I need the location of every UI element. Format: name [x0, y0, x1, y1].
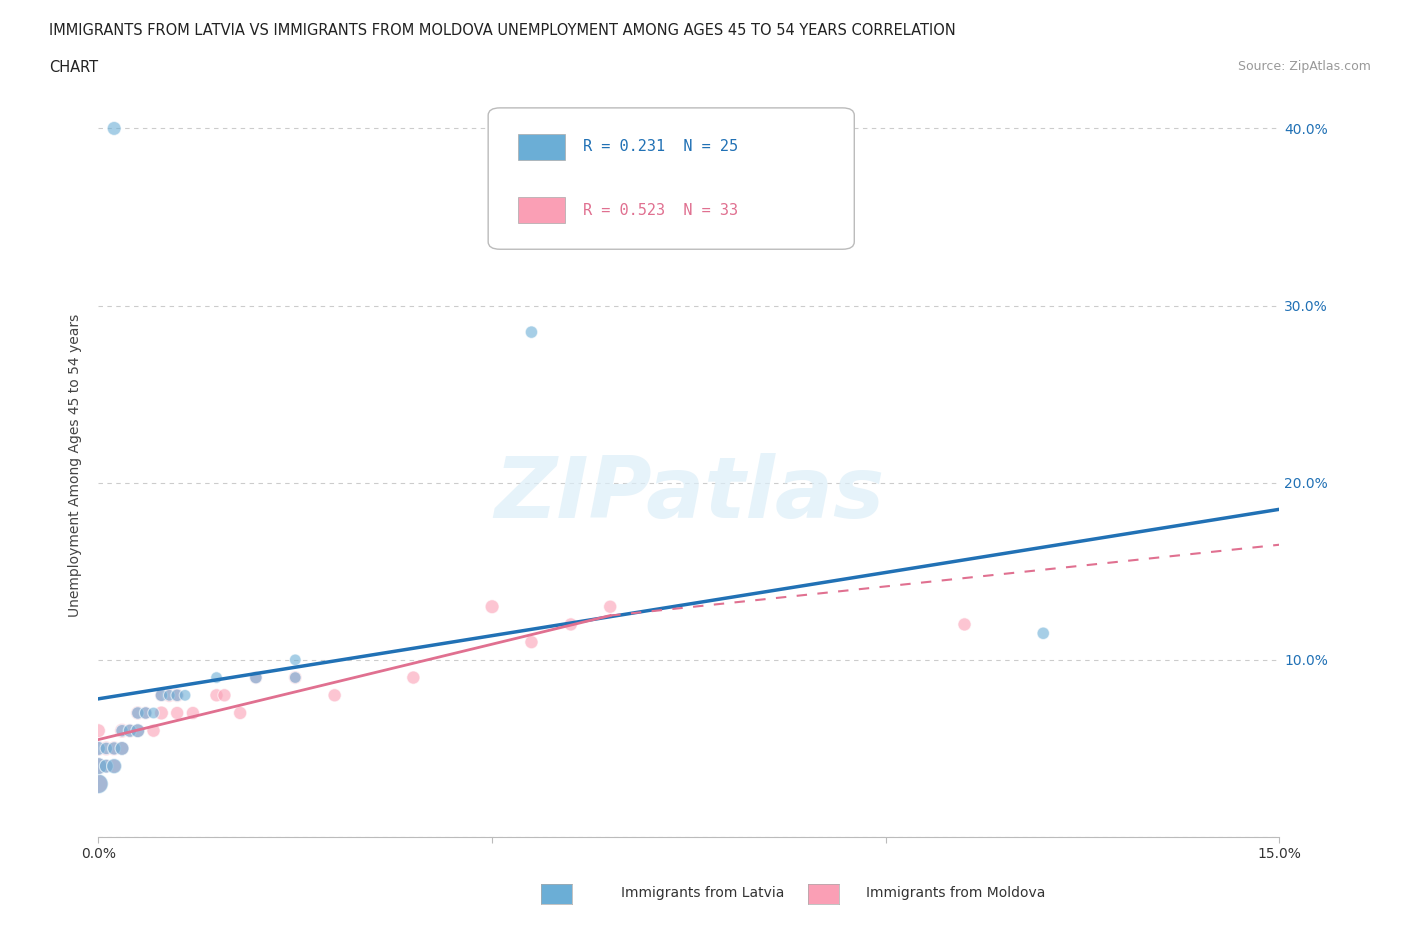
Point	[96, 741, 118, 756]
Point	[87, 777, 110, 791]
Text: R = 0.523  N = 33: R = 0.523 N = 33	[582, 203, 738, 218]
Point	[111, 741, 134, 756]
Point	[87, 759, 110, 774]
Point	[87, 777, 110, 791]
Point	[323, 688, 346, 703]
Point	[96, 759, 118, 774]
Point	[205, 671, 228, 685]
Text: Immigrants from Moldova: Immigrants from Moldova	[866, 885, 1046, 900]
FancyBboxPatch shape	[488, 108, 855, 249]
Point	[103, 121, 125, 136]
Point	[103, 759, 125, 774]
Point	[157, 688, 180, 703]
Point	[245, 671, 267, 685]
Text: Source: ZipAtlas.com: Source: ZipAtlas.com	[1237, 60, 1371, 73]
Point	[87, 724, 110, 738]
Point	[520, 634, 543, 649]
Point	[127, 706, 149, 721]
Point	[284, 671, 307, 685]
Point	[150, 706, 173, 721]
Point	[205, 688, 228, 703]
Point	[174, 688, 197, 703]
Point	[402, 671, 425, 685]
Point	[118, 724, 141, 738]
Point	[245, 671, 267, 685]
Point	[111, 724, 134, 738]
Point	[103, 741, 125, 756]
Point	[127, 706, 149, 721]
Point	[599, 599, 621, 614]
Point	[127, 724, 149, 738]
Point	[166, 688, 188, 703]
Point	[142, 724, 165, 738]
Point	[157, 688, 180, 703]
Point	[166, 706, 188, 721]
Point	[103, 759, 125, 774]
Point	[96, 759, 118, 774]
Point	[284, 671, 307, 685]
Point	[481, 599, 503, 614]
Point	[111, 741, 134, 756]
Text: CHART: CHART	[49, 60, 98, 75]
Text: IMMIGRANTS FROM LATVIA VS IMMIGRANTS FROM MOLDOVA UNEMPLOYMENT AMONG AGES 45 TO : IMMIGRANTS FROM LATVIA VS IMMIGRANTS FRO…	[49, 23, 956, 38]
Point	[150, 688, 173, 703]
Point	[166, 688, 188, 703]
Point	[181, 706, 204, 721]
Point	[142, 706, 165, 721]
Bar	[517, 197, 565, 223]
Point	[150, 688, 173, 703]
Point	[87, 741, 110, 756]
Point	[118, 724, 141, 738]
Text: R = 0.231  N = 25: R = 0.231 N = 25	[582, 140, 738, 154]
Text: Immigrants from Latvia: Immigrants from Latvia	[621, 885, 785, 900]
Y-axis label: Unemployment Among Ages 45 to 54 years: Unemployment Among Ages 45 to 54 years	[69, 313, 83, 617]
Point	[135, 706, 157, 721]
Point	[284, 653, 307, 668]
Point	[103, 741, 125, 756]
Point	[1032, 626, 1054, 641]
Point	[96, 741, 118, 756]
Point	[87, 759, 110, 774]
Point	[135, 706, 157, 721]
Point	[520, 325, 543, 339]
Text: ZIPatlas: ZIPatlas	[494, 453, 884, 537]
Point	[111, 724, 134, 738]
Point	[127, 724, 149, 738]
Point	[560, 617, 582, 631]
Point	[229, 706, 252, 721]
Point	[214, 688, 236, 703]
Bar	[517, 134, 565, 160]
Point	[953, 617, 976, 631]
Point	[87, 741, 110, 756]
